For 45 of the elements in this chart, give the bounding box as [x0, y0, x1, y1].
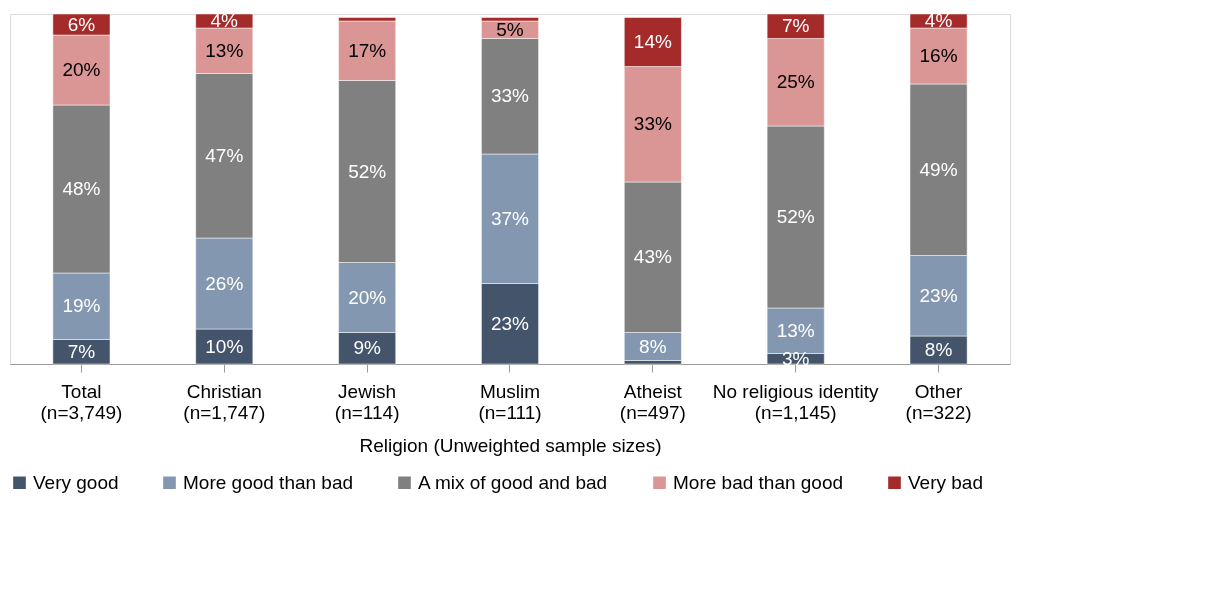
data-label: 8% [924, 339, 953, 360]
data-label: 20% [62, 59, 101, 80]
data-label: 4% [210, 10, 239, 31]
data-label: 33% [633, 113, 672, 135]
data-label: 13% [776, 319, 815, 341]
data-label: 23% [490, 312, 530, 334]
data-label: 7% [781, 15, 810, 37]
data-label: 20% [348, 286, 387, 308]
data-label: 47% [205, 144, 244, 166]
data-label: 26% [205, 272, 244, 294]
data-label: 6% [67, 13, 96, 35]
legend-label: Very bad [908, 471, 983, 493]
data-label: 7% [67, 340, 96, 362]
data-label: 3% [781, 347, 810, 369]
data-label: 8% [639, 335, 667, 357]
data-label: 16% [919, 45, 958, 66]
data-label: 9% [353, 337, 381, 359]
data-label: 5% [496, 18, 524, 40]
legend-label: A mix of good and bad [418, 471, 608, 493]
data-label: 37% [490, 207, 530, 229]
data-label: 33% [490, 85, 530, 107]
data-label: 43% [633, 246, 672, 268]
data-label: 23% [919, 284, 958, 306]
legend-label: More bad than good [673, 471, 844, 493]
x-tick-label: Other (n=322) [905, 380, 972, 423]
x-tick-label: Atheist (n=497) [619, 380, 686, 423]
data-label: 13% [205, 39, 244, 61]
x-tick-label: Total (n=3,749) [40, 380, 123, 423]
legend-label: Very good [33, 471, 119, 493]
data-label: 49% [919, 158, 958, 180]
x-tick-label: Christian (n=1,747) [183, 380, 266, 423]
data-label: 19% [62, 295, 101, 317]
x-tick-label: No religious identity (n=1,145) [712, 380, 880, 423]
data-label: 14% [633, 31, 672, 52]
x-tick-label: Jewish (n=114) [334, 380, 400, 423]
data-label: 17% [348, 39, 387, 61]
data-label: 48% [62, 178, 101, 199]
x-axis-title: Religion (Unweighted sample sizes) [359, 434, 662, 456]
data-label: 10% [205, 335, 244, 357]
data-label: 4% [924, 10, 953, 31]
data-label: 52% [348, 160, 387, 182]
x-tick-label: Muslim (n=111) [478, 380, 542, 423]
data-label: 25% [776, 71, 815, 93]
data-label: 52% [776, 206, 815, 227]
legend-label: More good than bad [183, 471, 354, 493]
